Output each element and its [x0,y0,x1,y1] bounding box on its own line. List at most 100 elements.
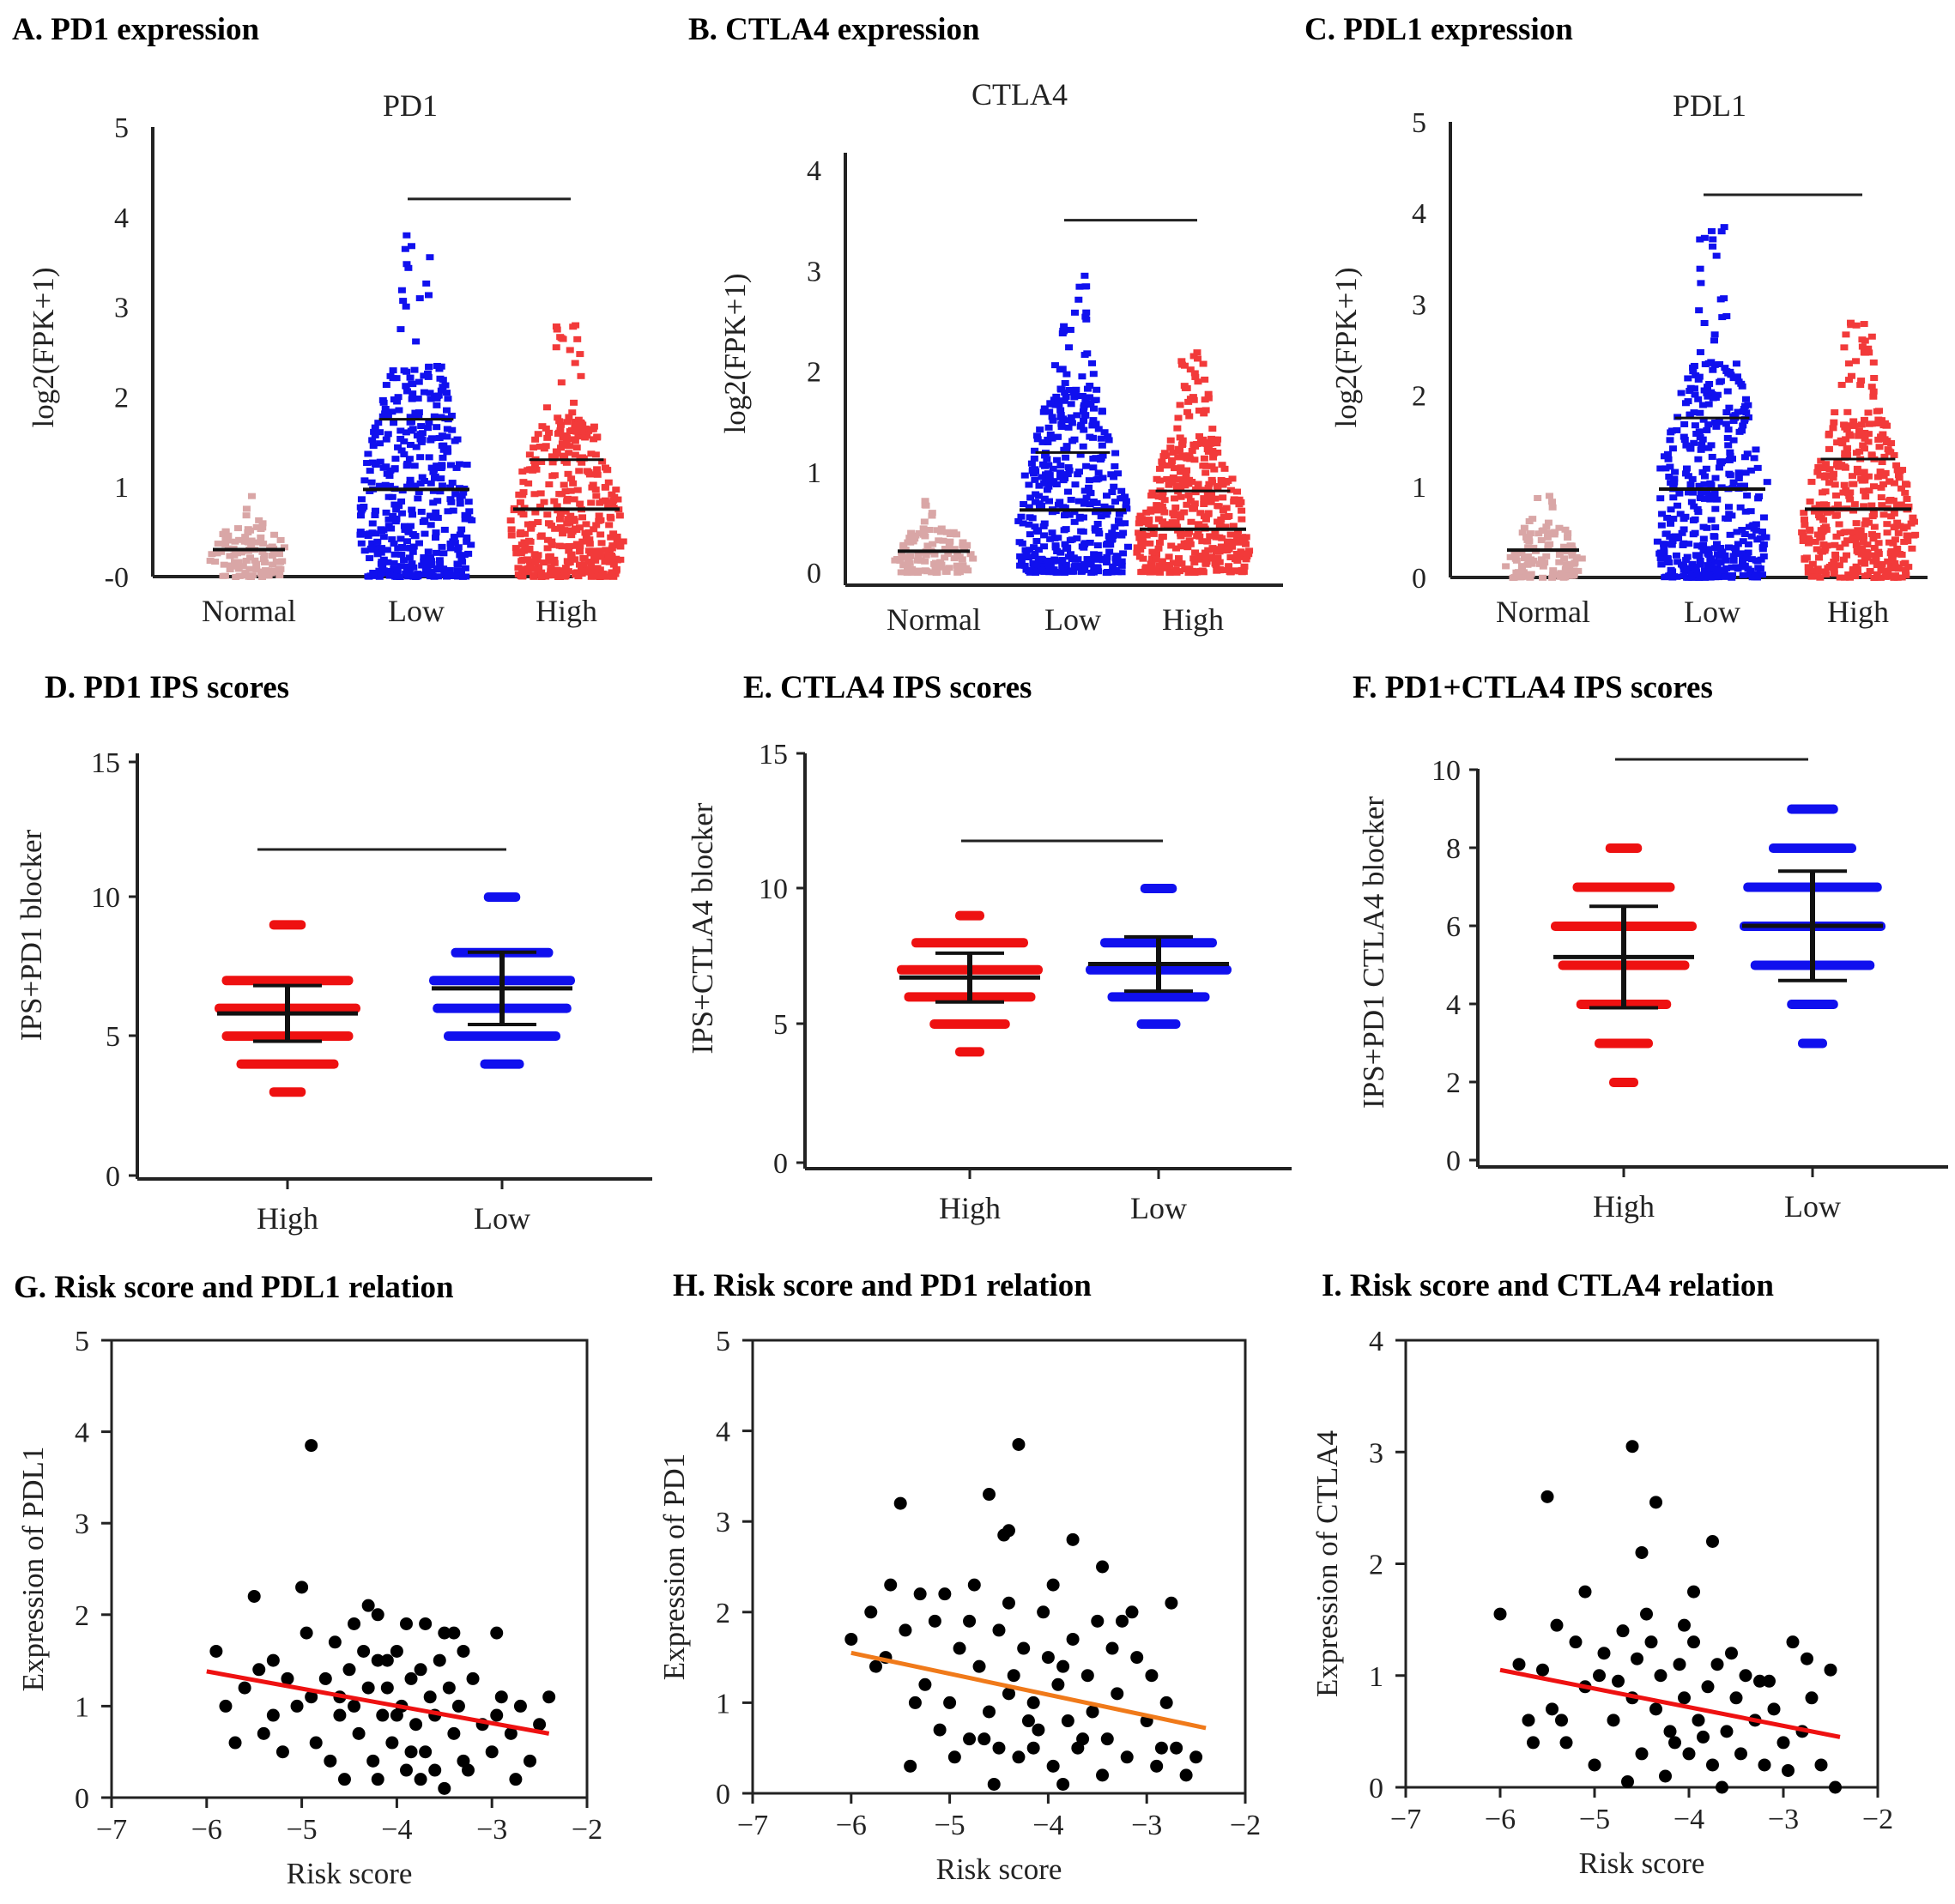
data-point [1831,492,1840,499]
data-point [1038,438,1047,445]
y-axis-label: Expression of PD1 [657,1454,691,1680]
data-point [1706,496,1715,503]
data-point [1680,516,1688,523]
data-point [566,443,574,450]
data-point [1162,462,1171,469]
data-point [1133,549,1141,556]
data-point [1878,459,1886,466]
data-point [1767,1702,1781,1716]
data-point [1026,1741,1040,1755]
level-points [929,1019,1010,1029]
data-point [1894,472,1903,479]
data-point [565,414,573,420]
data-point [1139,555,1147,562]
data-point [1733,529,1741,535]
data-point [1117,520,1125,527]
data-point [214,541,222,547]
data-point [905,559,914,566]
data-point [1200,410,1208,417]
data-point [389,572,397,579]
data-point [1822,571,1831,577]
data-point [1758,1758,1771,1772]
data-point [449,507,457,514]
data-point [425,419,433,426]
data-point [1062,446,1071,453]
data-point [568,409,577,416]
data-point [1002,1687,1015,1701]
data-point [1696,561,1704,568]
data-point [1020,472,1029,479]
data-point [463,538,471,545]
data-point [1707,442,1716,449]
data-point [235,572,244,579]
data-point [1839,489,1848,496]
data-point [1854,534,1862,541]
data-point [1064,424,1073,431]
data-point [521,569,530,576]
data-point [558,543,566,550]
data-point [402,303,410,310]
data-point [1032,432,1041,439]
data-point [1857,430,1866,437]
data-point [587,562,596,569]
data-point [1884,558,1892,565]
y-tick-label: 4 [1369,1326,1383,1357]
data-point [456,531,464,538]
data-point [1681,400,1690,407]
data-point [1007,1669,1020,1683]
data-point [1661,574,1669,581]
data-point [1704,421,1713,428]
data-point [1721,365,1729,372]
data-point [1854,527,1862,534]
data-point [1204,493,1213,499]
data-point [1698,436,1707,443]
category-label-low: Low [474,1201,530,1236]
data-point [403,483,412,490]
data-point [1730,545,1739,552]
data-point [1661,465,1670,472]
data-point [944,550,953,557]
data-point [1706,1758,1719,1772]
data-point [1731,547,1740,554]
data-point [1042,475,1050,482]
data-point [397,551,406,558]
data-point [1857,551,1866,558]
data-point [1065,511,1074,518]
data-point [573,569,582,576]
points-high [1133,349,1254,576]
data-point [1874,416,1883,423]
data-point [1082,316,1091,323]
data-point [414,1663,427,1677]
data-point [438,432,446,439]
data-point [455,461,463,468]
data-point [1861,517,1870,524]
data-point [490,1708,504,1722]
y-tick-label: 1 [114,472,129,504]
data-point [963,1732,977,1746]
data-point [1035,500,1044,507]
level-points [955,910,984,921]
data-point [356,531,365,538]
data-point [447,412,456,419]
level-points [1787,1000,1838,1009]
data-point [1059,504,1068,511]
data-point [494,1690,508,1704]
data-point [1739,538,1747,545]
data-point [1096,1768,1110,1782]
data-point [1841,454,1849,461]
data-point [1094,551,1103,558]
data-point [1535,560,1544,567]
data-point [571,525,579,532]
data-point [983,1705,996,1719]
data-point [567,551,576,558]
data-point [1035,482,1044,489]
data-point [1901,567,1910,574]
data-point [1656,495,1665,502]
data-point [1195,408,1203,414]
data-point [1202,559,1211,565]
data-point [460,552,469,559]
data-point [530,572,538,579]
data-point [561,508,570,515]
data-point [1718,314,1727,321]
data-point [409,511,417,518]
